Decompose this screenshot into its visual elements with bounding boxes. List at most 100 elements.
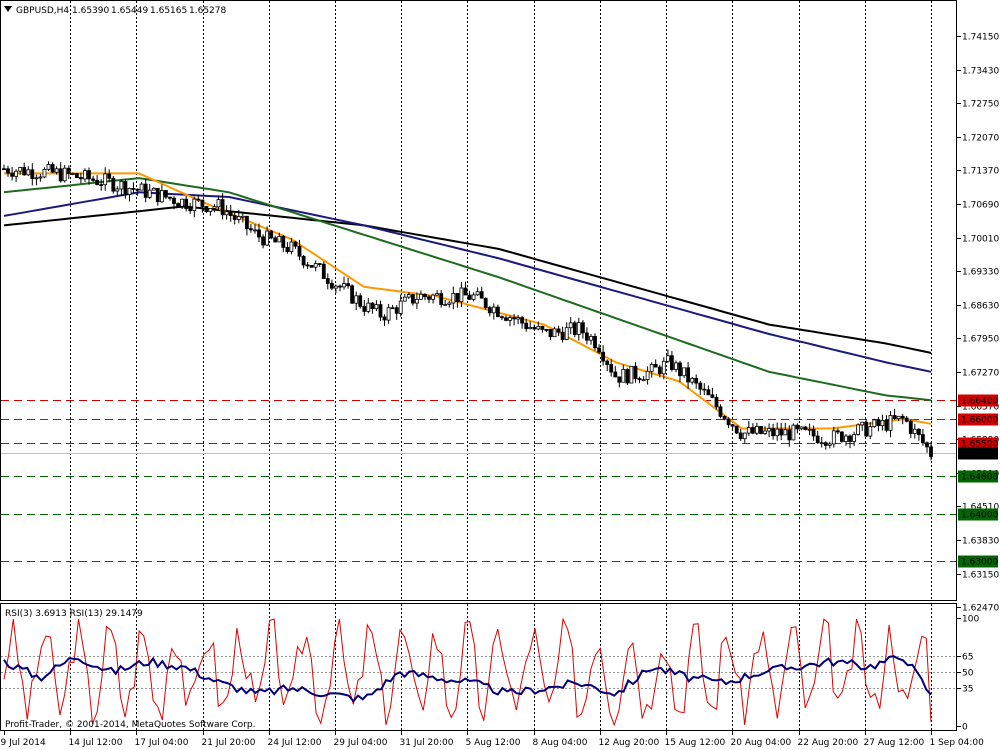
candle-body xyxy=(730,424,735,427)
candle-body xyxy=(755,425,759,434)
rsi-lines xyxy=(3,617,932,727)
candle-body xyxy=(346,283,351,287)
candle-body xyxy=(354,295,359,304)
candle-body xyxy=(718,406,723,417)
candle-body xyxy=(342,283,346,288)
candle-body xyxy=(333,285,338,289)
candle-body xyxy=(38,176,43,179)
candle-body xyxy=(572,322,577,335)
high-value: 1.65449 xyxy=(111,6,148,16)
candle-body xyxy=(91,178,95,181)
close-value: 1.65278 xyxy=(189,6,226,16)
candle-body xyxy=(99,184,104,187)
candle-body xyxy=(900,415,905,419)
candle-body xyxy=(483,297,488,308)
candle-body xyxy=(738,432,743,439)
price-tick-label: 1.71370 xyxy=(962,167,999,177)
level-label: 1.65278 xyxy=(961,450,998,460)
time-label: 31 Jul 20:00 xyxy=(400,738,454,748)
level-label: 1.63000 xyxy=(961,558,998,568)
copyright: Profit-Trader, © 2001-2014, MetaQuotes S… xyxy=(5,720,255,730)
candle-body xyxy=(552,328,557,338)
candle-body xyxy=(358,295,363,307)
candle-body xyxy=(556,328,561,333)
level-label-bg xyxy=(958,394,998,407)
candle-body xyxy=(240,215,245,218)
candle-body xyxy=(285,246,290,252)
time-label: 24 Jul 12:00 xyxy=(268,738,322,748)
candle-body xyxy=(374,304,379,310)
candle-body xyxy=(641,379,646,382)
candle-body xyxy=(293,241,298,247)
candle-body xyxy=(87,170,91,180)
candle-body xyxy=(366,302,371,312)
candle-body xyxy=(512,317,516,320)
candle-body xyxy=(912,428,917,434)
candle-body xyxy=(759,425,763,434)
candle-body xyxy=(617,376,622,383)
candle-body xyxy=(281,235,286,248)
candle-body xyxy=(451,292,456,304)
candle-body xyxy=(884,419,889,431)
candle-body xyxy=(787,429,792,441)
candle-body xyxy=(427,296,431,300)
candle-body xyxy=(516,317,520,320)
candle-body xyxy=(840,431,844,442)
candle-body xyxy=(248,228,253,231)
candle-body xyxy=(253,229,257,232)
triangle-down-icon[interactable] xyxy=(4,6,12,12)
candle-body xyxy=(860,421,865,426)
level-label-bg xyxy=(958,555,998,568)
candle-body xyxy=(589,335,593,341)
candle-body xyxy=(811,428,816,437)
candle-body xyxy=(216,199,221,208)
candle-body xyxy=(370,302,375,310)
candle-body xyxy=(722,416,727,420)
rsi-tick-label: 35 xyxy=(962,685,973,695)
candle-body xyxy=(682,367,686,377)
time-label: 20 Aug 04:00 xyxy=(731,738,792,748)
candle-body xyxy=(70,173,75,175)
candle-body xyxy=(710,394,715,398)
candle-body xyxy=(823,442,828,446)
candle-body xyxy=(524,322,529,330)
candle-body xyxy=(111,177,116,192)
price-tick-label: 1.72750 xyxy=(962,100,999,110)
candle-body xyxy=(131,187,136,190)
candle-body xyxy=(261,236,266,246)
rsi-axis: 100 65 50 35 0 xyxy=(957,615,979,733)
candle-body xyxy=(601,351,605,362)
time-label: 14 Jul 12:00 xyxy=(69,738,123,748)
candle-body xyxy=(504,317,508,321)
candle-body xyxy=(443,303,448,306)
candle-body xyxy=(184,198,189,209)
candle-body xyxy=(487,307,492,314)
candle-body xyxy=(75,173,79,178)
price-tick-label: 1.74150 xyxy=(962,33,999,43)
candle-body xyxy=(698,382,703,390)
candle-body xyxy=(329,282,334,289)
candle-body xyxy=(398,300,403,314)
time-label: 5 Aug 12:00 xyxy=(466,738,521,748)
candle-body xyxy=(613,371,618,378)
candle-body xyxy=(783,429,788,436)
candle-body xyxy=(309,264,314,268)
candle-body xyxy=(418,293,423,300)
time-label: 8 Aug 04:00 xyxy=(533,738,588,748)
candle-body xyxy=(852,434,856,442)
candle-body xyxy=(208,207,213,212)
candle-body xyxy=(236,216,241,220)
price-tick-label: 1.62470 xyxy=(962,604,999,614)
candle-body xyxy=(746,427,751,434)
candle-body xyxy=(66,167,71,174)
candle-body xyxy=(690,377,695,383)
time-label: 12 Aug 20:00 xyxy=(599,738,660,748)
candle-body xyxy=(273,237,278,243)
level-label-bg xyxy=(958,437,998,450)
candle-body xyxy=(831,430,836,445)
time-axis: 9 Jul 2014 14 Jul 12:00 17 Jul 04:00 21 Jul… xyxy=(1,731,984,748)
time-label: 27 Aug 12:00 xyxy=(864,738,925,748)
candle-body xyxy=(475,291,480,296)
candle-body xyxy=(26,169,31,176)
